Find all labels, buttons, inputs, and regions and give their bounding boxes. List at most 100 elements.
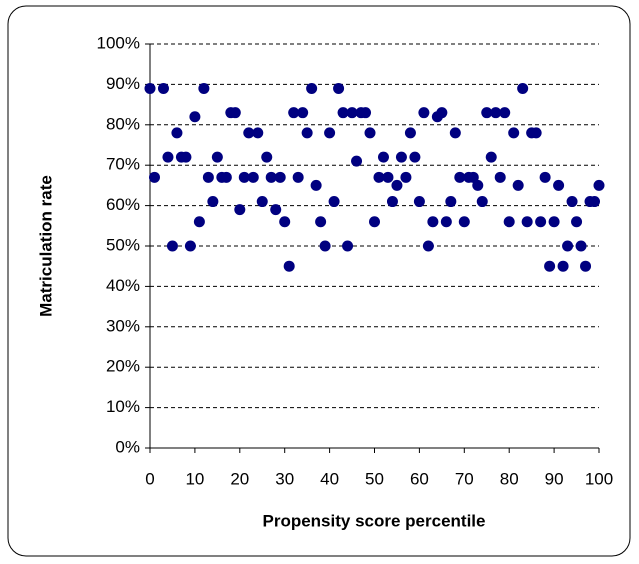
point	[395, 151, 407, 163]
point	[252, 127, 264, 139]
point	[319, 240, 331, 252]
x-tick-label: 100	[585, 469, 613, 488]
point	[382, 171, 394, 183]
y-tick-label: 0%	[115, 437, 140, 456]
x-axis-label: Propensity score percentile	[263, 511, 486, 530]
point	[292, 171, 304, 183]
point	[458, 216, 470, 228]
point	[157, 82, 169, 94]
point	[476, 196, 488, 208]
point	[346, 107, 358, 119]
x-tick-label: 90	[545, 469, 564, 488]
point	[445, 196, 457, 208]
point	[548, 216, 560, 228]
point	[301, 127, 313, 139]
point	[440, 216, 452, 228]
point	[234, 204, 246, 216]
x-tick-label: 50	[365, 469, 384, 488]
x-tick-label: 10	[185, 469, 204, 488]
y-tick-label: 40%	[106, 276, 140, 295]
x-tick-label: 30	[275, 469, 294, 488]
point	[454, 171, 466, 183]
x-tick-label: 40	[320, 469, 339, 488]
point	[539, 171, 551, 183]
point	[283, 260, 295, 272]
point	[512, 179, 524, 191]
point	[148, 171, 160, 183]
point	[229, 107, 241, 119]
point	[481, 107, 493, 119]
x-tick-label: 0	[145, 469, 154, 488]
point	[279, 216, 291, 228]
point	[391, 179, 403, 191]
point	[162, 151, 174, 163]
point	[324, 127, 336, 139]
point	[166, 240, 178, 252]
point	[328, 196, 340, 208]
point	[472, 179, 484, 191]
point	[485, 151, 497, 163]
x-tick-label: 70	[455, 469, 474, 488]
point	[413, 196, 425, 208]
point	[499, 107, 511, 119]
point	[467, 171, 479, 183]
point	[369, 216, 380, 228]
y-tick-label: 100%	[97, 33, 140, 52]
point	[404, 127, 416, 139]
point	[256, 196, 268, 208]
point	[171, 127, 183, 139]
point	[180, 151, 192, 163]
point	[211, 151, 223, 163]
point	[247, 171, 259, 183]
y-tick-label: 60%	[106, 195, 140, 214]
y-tick-label: 30%	[106, 316, 140, 335]
point	[386, 196, 398, 208]
x-tick-label: 20	[230, 469, 249, 488]
point	[243, 127, 255, 139]
x-tick-label: 80	[500, 469, 519, 488]
point	[288, 107, 300, 119]
y-tick-label: 50%	[106, 235, 140, 254]
point	[449, 127, 461, 139]
point	[427, 216, 439, 228]
point	[238, 171, 250, 183]
point	[315, 216, 327, 228]
point	[198, 82, 210, 94]
point	[503, 216, 515, 228]
point	[220, 171, 232, 183]
point	[297, 107, 309, 119]
point	[202, 171, 214, 183]
x-tick-label: 60	[410, 469, 429, 488]
point	[337, 107, 349, 119]
point	[342, 240, 354, 252]
point	[494, 171, 506, 183]
chart-border	[7, 5, 631, 557]
point	[544, 260, 556, 272]
y-axis-label: Matriculation rate	[36, 175, 55, 317]
point	[562, 240, 574, 252]
y-tick-label: 70%	[106, 155, 140, 174]
point	[270, 204, 282, 216]
point	[508, 127, 520, 139]
point	[517, 82, 529, 94]
point	[364, 127, 376, 139]
point	[571, 216, 583, 228]
point	[377, 151, 389, 163]
point	[144, 82, 156, 94]
point	[589, 196, 601, 208]
point	[351, 155, 363, 167]
point	[184, 240, 196, 252]
point	[530, 127, 542, 139]
point	[189, 111, 201, 123]
point	[193, 216, 205, 228]
y-tick-label: 20%	[106, 357, 140, 376]
y-tick-label: 90%	[106, 74, 140, 93]
point	[409, 151, 421, 163]
point	[580, 260, 592, 272]
point	[333, 82, 345, 94]
point	[207, 196, 219, 208]
point	[274, 171, 286, 183]
point	[553, 179, 565, 191]
point	[557, 260, 569, 272]
